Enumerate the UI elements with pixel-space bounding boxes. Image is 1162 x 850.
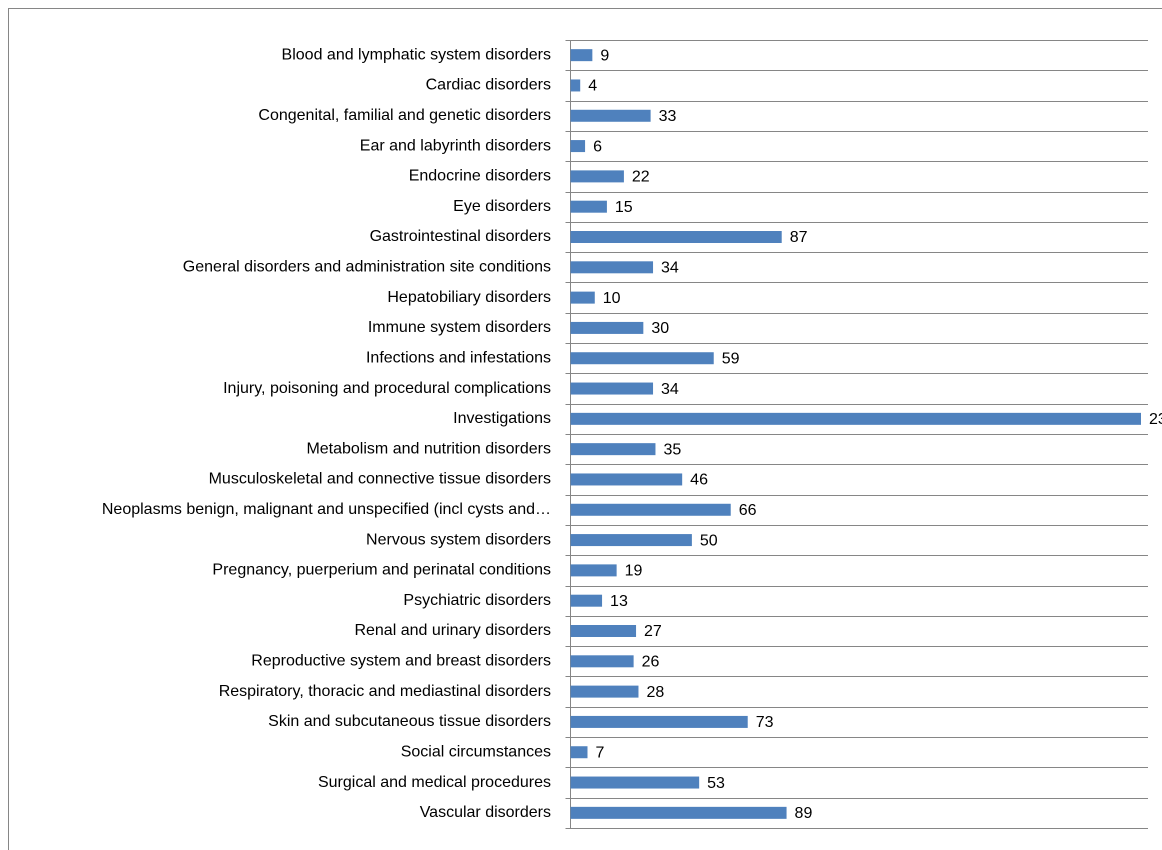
bar (570, 49, 593, 62)
y-tick-label: Reproductive system and breast disorders (251, 653, 551, 670)
y-tick-label: Blood and lymphatic system disorders (282, 46, 551, 63)
bar (570, 655, 634, 668)
bar (570, 594, 603, 607)
y-tick-label: Social circumstances (401, 743, 551, 760)
bar (570, 321, 644, 334)
data-label: 10 (603, 290, 621, 307)
y-tick-label: Renal and urinary disorders (354, 622, 551, 639)
bar (570, 412, 1141, 425)
bar (570, 715, 748, 728)
bar (570, 79, 581, 92)
bar (570, 109, 651, 122)
y-tick-label: Gastrointestinal disorders (370, 228, 551, 245)
bar (570, 564, 617, 577)
y-tick-label: Pregnancy, puerperium and perinatal cond… (212, 562, 551, 579)
data-label: 34 (661, 381, 679, 398)
data-label: 33 (659, 108, 677, 125)
data-label: 19 (625, 563, 643, 580)
bar (570, 170, 624, 183)
data-label: 22 (632, 169, 650, 186)
y-tick-label: Cardiac disorders (426, 77, 551, 94)
y-tick-label: General disorders and administration sit… (183, 259, 551, 276)
y-tick-label: Respiratory, thoracic and mediastinal di… (219, 683, 551, 700)
y-tick-label: Congenital, familial and genetic disorde… (258, 107, 551, 124)
y-tick-label: Endocrine disorders (409, 168, 551, 185)
y-tick-label: Investigations (453, 410, 551, 427)
data-label: 15 (615, 199, 633, 216)
data-label: 46 (690, 472, 708, 489)
y-tick-label: Ear and labyrinth disorders (360, 137, 551, 154)
y-tick-label: Vascular disorders (420, 804, 551, 821)
y-tick-label: Infections and infestations (366, 349, 551, 366)
bar (570, 776, 700, 789)
y-tick-label: Skin and subcutaneous tissue disorders (268, 713, 551, 730)
y-tick-label: Neoplasms benign, malignant and unspecif… (102, 501, 551, 518)
data-label: 7 (595, 744, 604, 761)
data-label: 13 (610, 593, 628, 610)
y-tick-label: Eye disorders (453, 198, 551, 215)
data-label: 66 (739, 502, 757, 519)
y-tick-label: Immune system disorders (368, 319, 551, 336)
y-tick-label: Metabolism and nutrition disorders (306, 440, 551, 457)
bar (570, 625, 637, 637)
bar (570, 231, 782, 243)
data-label: 87 (790, 229, 808, 246)
y-tick-label: Surgical and medical procedures (318, 774, 551, 791)
data-label: 35 (663, 441, 681, 458)
data-label: 9 (600, 47, 609, 64)
data-label: 50 (700, 532, 718, 549)
bar (570, 806, 787, 819)
bar (570, 200, 607, 213)
y-tick-label: Psychiatric disorders (403, 592, 551, 609)
bar (570, 685, 639, 698)
data-label: 73 (756, 714, 774, 731)
y-tick-label: Musculoskeletal and connective tissue di… (209, 471, 551, 488)
bar (570, 352, 714, 365)
data-label: 28 (646, 684, 664, 701)
data-label: 89 (795, 805, 813, 822)
data-label: 4 (588, 78, 597, 95)
data-label: 235 (1149, 411, 1162, 428)
bar (570, 261, 654, 274)
y-tick-label: Hepatobiliary disorders (387, 289, 551, 306)
y-tick-label: Injury, poisoning and procedural complic… (223, 380, 551, 397)
y-tick-label: Nervous system disorders (366, 531, 551, 548)
data-label: 27 (644, 623, 662, 640)
bar (570, 291, 595, 304)
data-label: 26 (642, 654, 660, 671)
bar (570, 534, 692, 547)
data-label: 6 (593, 138, 602, 155)
chart-frame (8, 8, 1162, 850)
bar (570, 746, 588, 759)
data-label: 59 (722, 350, 740, 367)
bar (570, 140, 586, 153)
data-label: 34 (661, 260, 679, 277)
data-label: 53 (707, 775, 725, 792)
bar (570, 503, 731, 516)
bar (570, 382, 654, 395)
data-label: 30 (651, 320, 669, 337)
bar (570, 473, 683, 486)
bar (570, 443, 656, 456)
